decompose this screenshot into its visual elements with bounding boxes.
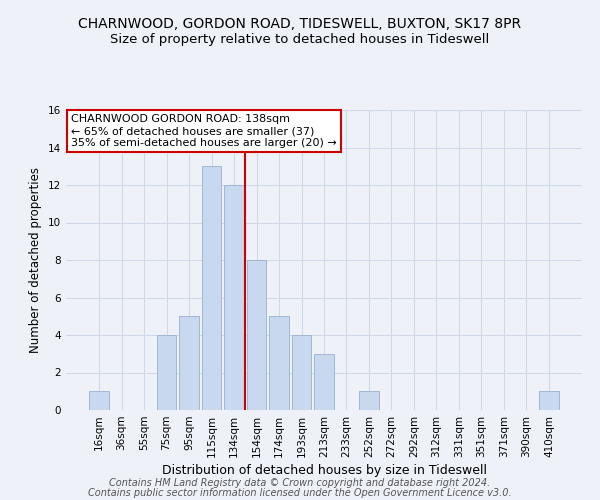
- Text: Contains HM Land Registry data © Crown copyright and database right 2024.: Contains HM Land Registry data © Crown c…: [109, 478, 491, 488]
- Text: Size of property relative to detached houses in Tideswell: Size of property relative to detached ho…: [110, 32, 490, 46]
- Bar: [539, 391, 559, 410]
- Bar: [89, 391, 109, 410]
- Bar: [359, 391, 379, 410]
- Bar: [247, 260, 266, 410]
- Bar: [224, 185, 244, 410]
- Bar: [202, 166, 221, 410]
- Bar: [292, 335, 311, 410]
- Text: CHARNWOOD, GORDON ROAD, TIDESWELL, BUXTON, SK17 8PR: CHARNWOOD, GORDON ROAD, TIDESWELL, BUXTO…: [79, 18, 521, 32]
- Text: Contains public sector information licensed under the Open Government Licence v3: Contains public sector information licen…: [88, 488, 512, 498]
- Y-axis label: Number of detached properties: Number of detached properties: [29, 167, 43, 353]
- Bar: [157, 335, 176, 410]
- Bar: [314, 354, 334, 410]
- Bar: [179, 316, 199, 410]
- X-axis label: Distribution of detached houses by size in Tideswell: Distribution of detached houses by size …: [161, 464, 487, 477]
- Text: CHARNWOOD GORDON ROAD: 138sqm
← 65% of detached houses are smaller (37)
35% of s: CHARNWOOD GORDON ROAD: 138sqm ← 65% of d…: [71, 114, 337, 148]
- Bar: [269, 316, 289, 410]
